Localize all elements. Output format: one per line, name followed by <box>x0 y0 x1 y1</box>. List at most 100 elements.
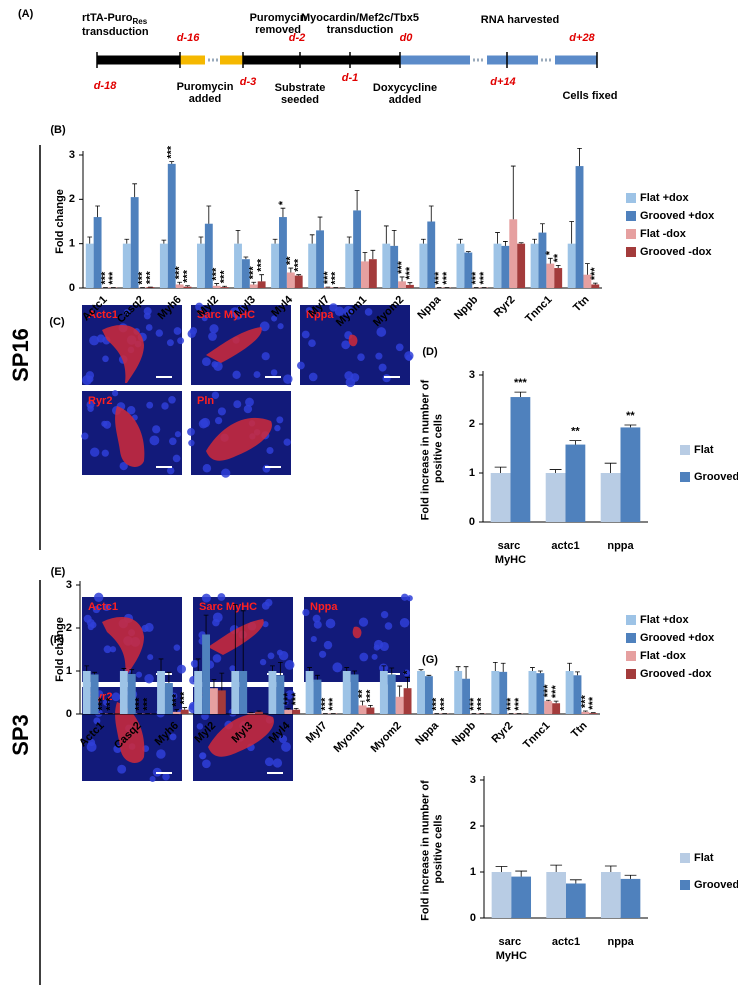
nucleus <box>169 733 177 741</box>
x-tick-label: actc1 <box>552 936 580 948</box>
nucleus <box>177 337 185 345</box>
significance-label: *** <box>293 258 305 272</box>
error-bar <box>418 669 424 671</box>
nucleus <box>229 665 236 672</box>
bar <box>552 703 561 714</box>
error-bar <box>604 865 617 872</box>
nucleus <box>162 772 170 781</box>
nucleus <box>266 446 274 455</box>
y-tick-label: 2 <box>469 418 475 430</box>
y-tick-label: 2 <box>66 622 72 634</box>
event-label: Puromycin <box>177 81 234 93</box>
legend-swatch <box>626 247 636 257</box>
x-tick-label: Ryr2 <box>490 720 516 746</box>
bar <box>127 674 136 714</box>
event-label: rtTA-PuroRes <box>82 12 148 26</box>
bar <box>279 217 287 288</box>
bar <box>419 243 428 288</box>
error-bar <box>503 241 508 246</box>
nucleus <box>81 432 89 440</box>
error-bar <box>577 147 582 167</box>
error-bar <box>317 216 323 231</box>
bar <box>82 671 91 714</box>
error-bar <box>518 242 524 244</box>
timeline: (A) rtTA-PuroRes transduction Puromycin … <box>18 8 618 106</box>
nucleus <box>401 593 409 601</box>
nucleus <box>102 603 111 612</box>
bar <box>217 690 226 714</box>
nucleus <box>313 620 322 629</box>
micrograph: Actc1 <box>82 592 187 684</box>
nucleus <box>172 454 181 463</box>
legend-label: Grooved -dox <box>640 668 712 680</box>
significance-label: ** <box>552 253 564 262</box>
day-label: d-3 <box>240 76 257 88</box>
nucleus <box>101 420 108 427</box>
significance-label: *** <box>282 692 294 706</box>
legend-swatch <box>626 211 636 221</box>
error-bar <box>585 263 590 275</box>
nucleus <box>202 759 211 769</box>
nucleus <box>144 622 154 632</box>
nucleus <box>117 764 127 774</box>
error-bar <box>166 671 172 684</box>
significance-label: *** <box>107 271 119 285</box>
error-bar <box>550 864 563 872</box>
nucleus <box>89 447 100 457</box>
nucleus <box>166 466 175 475</box>
significance-label: *** <box>468 697 480 711</box>
error-bar <box>553 700 559 704</box>
day-label: d-2 <box>289 32 306 44</box>
nucleus <box>376 327 387 337</box>
y-tick-label: 1 <box>66 665 72 677</box>
significance-label: *** <box>327 697 339 711</box>
nucleus <box>405 354 413 362</box>
nucleus <box>233 400 242 409</box>
bar <box>276 675 285 714</box>
error-bar <box>92 671 97 675</box>
nucleus <box>111 692 121 702</box>
error-bar <box>270 665 275 671</box>
nucleus <box>281 741 291 752</box>
x-tick-label: nppa <box>608 936 635 948</box>
nucleus <box>166 339 174 347</box>
cell-stain <box>102 325 144 383</box>
error-bar <box>389 667 395 675</box>
bar <box>379 671 388 714</box>
bar <box>382 243 391 288</box>
error-bar <box>177 281 182 285</box>
cell-stain <box>348 334 358 347</box>
bar <box>172 711 181 714</box>
legend-label: Grooved +dox <box>640 632 715 644</box>
significance-label: *** <box>513 697 525 711</box>
bar <box>490 473 511 522</box>
error-bar <box>169 161 175 164</box>
nucleus <box>345 377 356 388</box>
nucleus <box>332 662 343 673</box>
significance-label: ** <box>356 689 368 698</box>
nucleus <box>173 644 181 651</box>
nucleus <box>176 664 187 674</box>
error-bar <box>514 391 527 398</box>
bar <box>368 259 377 288</box>
error-bar <box>346 236 352 244</box>
bar <box>350 674 359 714</box>
bar <box>122 243 131 288</box>
nucleus <box>399 618 410 628</box>
nucleus <box>272 758 283 768</box>
error-bar <box>575 671 580 676</box>
error-bar <box>368 705 373 708</box>
significance-label: *** <box>171 693 183 707</box>
significance-label: *** <box>181 269 193 283</box>
bar <box>464 252 473 288</box>
nucleus <box>143 312 151 320</box>
bar <box>530 243 539 288</box>
nucleus <box>285 690 295 700</box>
error-bar <box>158 658 164 671</box>
nucleus <box>201 315 208 322</box>
legend-label: Grooved +dox <box>640 210 715 222</box>
nucleus <box>283 374 293 384</box>
bar <box>456 243 465 288</box>
significance-label: *** <box>136 271 148 285</box>
micrograph-label: Pln <box>197 395 214 407</box>
